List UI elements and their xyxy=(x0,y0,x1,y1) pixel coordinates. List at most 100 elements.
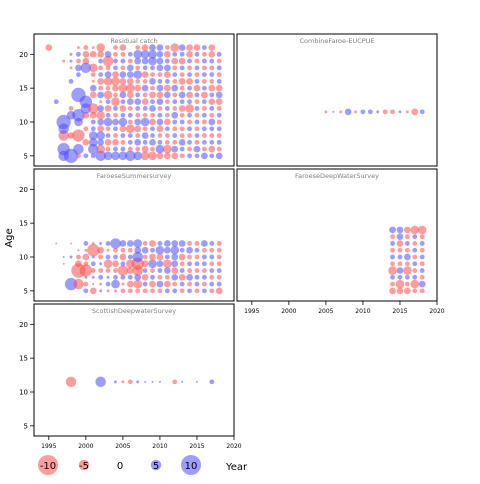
data-point xyxy=(127,133,133,138)
data-point xyxy=(142,281,148,287)
data-point xyxy=(104,50,112,58)
data-point xyxy=(410,279,420,289)
data-point xyxy=(127,254,133,260)
data-point xyxy=(396,233,404,241)
data-point xyxy=(216,247,222,253)
data-point xyxy=(172,133,178,138)
data-point xyxy=(376,110,380,114)
data-point xyxy=(156,57,164,65)
data-point xyxy=(404,281,410,287)
data-point xyxy=(144,380,147,383)
data-point xyxy=(119,253,127,261)
panel-frame xyxy=(33,303,235,437)
y-tick-label: 15 xyxy=(19,220,28,228)
data-point xyxy=(404,261,410,267)
data-point xyxy=(201,146,207,152)
data-point xyxy=(172,106,178,111)
data-point xyxy=(179,247,185,253)
data-point xyxy=(404,247,410,253)
data-point xyxy=(397,247,403,253)
data-point xyxy=(119,125,127,133)
data-point xyxy=(163,259,172,269)
data-point xyxy=(95,376,106,388)
data-point xyxy=(142,92,148,98)
data-point xyxy=(412,274,418,280)
data-point xyxy=(141,57,149,65)
x-tick-label: 2020 xyxy=(226,443,241,450)
data-point xyxy=(194,119,200,125)
data-point xyxy=(133,70,143,79)
data-point xyxy=(390,274,395,280)
y-tick-label: 20 xyxy=(19,186,28,194)
data-point xyxy=(126,71,134,78)
data-point xyxy=(178,91,186,99)
data-point xyxy=(120,146,126,152)
data-point xyxy=(83,241,89,246)
data-point xyxy=(398,110,402,114)
data-point xyxy=(172,99,178,105)
data-point xyxy=(208,84,216,92)
data-point xyxy=(142,126,148,132)
data-point xyxy=(171,152,179,160)
data-point xyxy=(187,126,192,132)
data-point xyxy=(388,266,397,275)
legend-label: -5 xyxy=(79,461,89,472)
data-point xyxy=(105,85,111,91)
data-point xyxy=(171,273,179,281)
data-point xyxy=(163,246,171,254)
data-point xyxy=(134,125,142,133)
data-point xyxy=(382,109,388,115)
data-point xyxy=(105,126,111,132)
legend-label: -10 xyxy=(40,461,56,472)
data-point xyxy=(216,65,222,71)
data-point xyxy=(150,146,155,152)
panel-frame xyxy=(236,168,438,302)
data-point xyxy=(209,261,215,267)
data-point xyxy=(216,51,222,57)
data-point xyxy=(88,131,98,140)
data-point xyxy=(105,133,111,138)
panel-frame xyxy=(236,33,438,167)
data-point xyxy=(113,58,118,64)
data-point xyxy=(140,50,150,59)
data-point xyxy=(103,259,113,269)
data-point xyxy=(164,133,170,138)
data-point xyxy=(97,118,105,126)
data-point xyxy=(194,72,200,78)
data-point xyxy=(201,126,207,132)
data-point xyxy=(390,281,395,287)
data-point xyxy=(113,146,118,152)
data-point xyxy=(216,126,222,132)
y-tick-label: 5 xyxy=(24,287,28,295)
data-point xyxy=(91,242,95,245)
data-point xyxy=(179,133,185,138)
data-point xyxy=(135,45,141,50)
data-point xyxy=(179,99,185,105)
data-point xyxy=(194,126,200,132)
data-point xyxy=(99,242,103,245)
data-point xyxy=(141,145,149,153)
data-point xyxy=(125,124,135,134)
data-point xyxy=(132,251,143,263)
data-point xyxy=(164,45,170,50)
data-point xyxy=(134,57,142,65)
data-point xyxy=(201,133,207,138)
data-point xyxy=(179,112,185,118)
data-point xyxy=(90,153,96,159)
data-point xyxy=(164,274,170,280)
data-point xyxy=(405,110,409,114)
data-point xyxy=(193,84,201,92)
data-point xyxy=(201,254,207,260)
data-point xyxy=(390,241,395,246)
panel-title: ScottishDeepwaterSurvey xyxy=(92,307,176,315)
data-point xyxy=(186,91,193,99)
data-point xyxy=(113,126,118,132)
data-point xyxy=(99,100,103,104)
data-point xyxy=(390,234,395,240)
data-point xyxy=(141,71,149,78)
legend-bubble xyxy=(38,455,58,475)
data-point xyxy=(97,246,105,254)
panel-title: Residual catch xyxy=(110,37,157,45)
data-point xyxy=(117,265,129,276)
data-point xyxy=(209,241,215,246)
